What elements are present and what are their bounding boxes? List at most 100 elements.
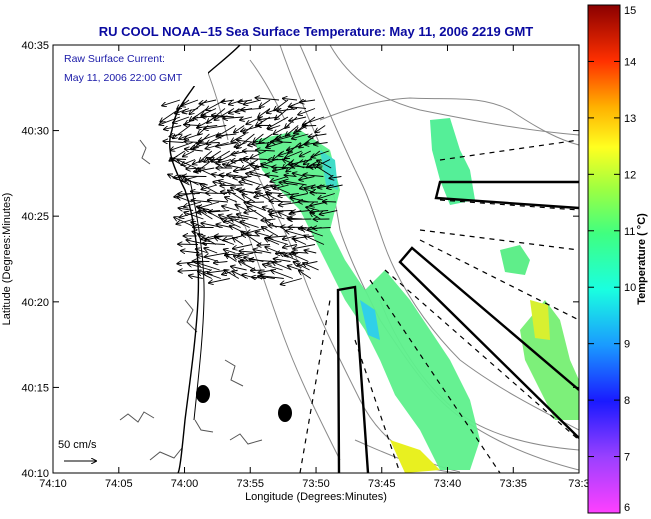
current-vector [244, 158, 268, 159]
current-vector [323, 201, 337, 202]
x-tick-label: 73:3 [568, 478, 589, 490]
current-vector [327, 184, 343, 188]
current-vector [259, 133, 273, 143]
current-vector [177, 262, 201, 264]
current-vector [225, 197, 238, 203]
current-vector [233, 244, 253, 249]
current-vector [329, 177, 342, 179]
current-vector [234, 125, 245, 133]
current-vector [233, 238, 244, 245]
radar-range-lines [299, 139, 579, 473]
x-tick-label: 74:05 [105, 478, 133, 490]
x-tick-label: 73:45 [368, 478, 396, 490]
current-vector [231, 150, 248, 155]
current-vector [222, 206, 239, 211]
y-tick-label: 40:10 [21, 468, 49, 480]
current-vector [222, 219, 241, 228]
current-vector [188, 264, 211, 271]
current-vector [214, 262, 228, 263]
current-vector [310, 193, 326, 194]
current-vector [253, 249, 272, 254]
x-axis-label: Longitude (Degrees:Minutes) [245, 491, 387, 503]
current-vector [183, 108, 199, 113]
current-vector [239, 182, 253, 185]
current-vector [265, 175, 279, 177]
current-vector [224, 270, 240, 279]
current-vector [300, 150, 311, 156]
current-vector [268, 125, 281, 130]
radar-sectors [336, 180, 579, 473]
legend-line1: Raw Surface Current: [64, 53, 165, 65]
current-vector [260, 99, 271, 107]
current-vector [231, 218, 250, 228]
inland-contours [119, 139, 263, 461]
current-vector [203, 243, 226, 244]
current-vector [286, 125, 299, 136]
current-vector [238, 253, 254, 256]
current-vector [159, 116, 181, 125]
current-vector [204, 125, 227, 129]
current-vector [242, 194, 256, 203]
current-vector [200, 184, 219, 194]
current-vector [293, 244, 316, 249]
current-vector [178, 270, 202, 271]
current-vector [314, 143, 328, 145]
current-vector [219, 181, 235, 186]
current-vector [173, 159, 187, 160]
current-vector [185, 149, 203, 151]
current-vector [289, 116, 307, 121]
current-vector [173, 125, 191, 139]
colorbar-tick-label: 15 [624, 5, 636, 17]
current-vector [240, 117, 253, 120]
chart-title: RU COOL NOAA–15 Sea Surface Temperature:… [99, 24, 534, 39]
current-vector [198, 234, 217, 245]
current-vector [177, 197, 193, 203]
current-vector [320, 210, 338, 215]
current-vector [317, 160, 332, 169]
colorbar [587, 4, 621, 514]
current-vector [313, 164, 333, 177]
current-vector [197, 143, 220, 144]
plot-area: Raw Surface Current: May 11, 2006 22:00 … [58, 45, 579, 473]
current-vector [223, 235, 242, 240]
current-vector [303, 175, 324, 177]
current-vector [199, 211, 213, 220]
y-tick-label: 40:30 [21, 126, 49, 138]
current-vector [261, 219, 276, 220]
colorbar-tick-label: 14 [624, 56, 636, 68]
current-vector [177, 160, 197, 169]
current-vector [202, 184, 217, 189]
current-vector [299, 271, 312, 279]
x-tick-label: 73:35 [500, 478, 528, 490]
current-vector [237, 214, 258, 220]
current-vector [193, 117, 208, 118]
current-vector [181, 251, 200, 253]
current-vector [164, 141, 184, 142]
current-vector [298, 108, 316, 115]
current-vector [309, 134, 327, 137]
colorbar-label: Temperature ( °C) [636, 213, 648, 305]
current-vector [204, 248, 218, 254]
current-vector [198, 201, 220, 208]
current-vector [176, 218, 195, 224]
current-vector [286, 231, 305, 237]
current-vector [266, 142, 283, 148]
current-vector [274, 99, 289, 110]
current-vector [235, 205, 248, 211]
colorbar-tick-label: 11 [624, 226, 635, 238]
current-vector [256, 232, 269, 237]
y-axis-label: Latitude (Degrees:Minutes) [1, 193, 13, 326]
current-vector [299, 176, 315, 180]
current-vector [251, 270, 265, 271]
colorbar-tick-label: 7 [624, 452, 630, 464]
current-vector [310, 213, 321, 220]
current-vector [209, 211, 230, 213]
current-vector [199, 133, 219, 141]
current-vector [193, 159, 205, 165]
current-vector [315, 125, 326, 133]
current-vector [262, 227, 279, 237]
x-tick-label: 73:50 [302, 478, 330, 490]
current-vector [268, 211, 293, 212]
current-vector [313, 228, 331, 229]
current-vector [271, 142, 292, 143]
